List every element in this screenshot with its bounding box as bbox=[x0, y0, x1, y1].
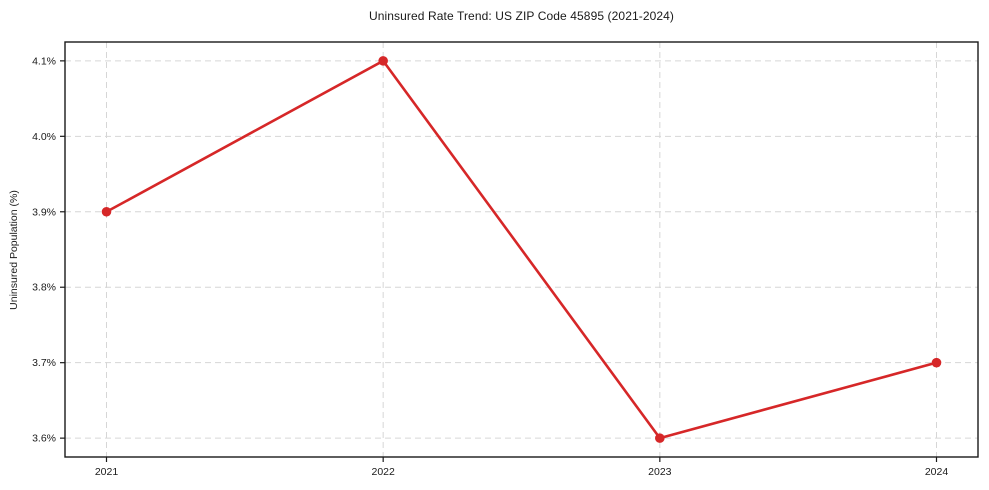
trend-line bbox=[105, 59, 938, 440]
y-axis-label: Uninsured Population (%) bbox=[8, 190, 20, 310]
x-tick-label: 2023 bbox=[648, 466, 672, 478]
data-point bbox=[931, 357, 942, 368]
x-tick-label: 2021 bbox=[95, 466, 119, 478]
y-tick-label: 3.8% bbox=[32, 282, 56, 294]
x-tick-label: 2024 bbox=[925, 466, 949, 478]
y-tick-label: 4.1% bbox=[32, 55, 56, 67]
x-tick-label: 2022 bbox=[371, 466, 395, 478]
data-point bbox=[378, 56, 388, 66]
y-tick-label: 3.6% bbox=[32, 433, 56, 445]
y-tick-label: 4.0% bbox=[32, 131, 56, 143]
chart-title: Uninsured Rate Trend: US ZIP Code 45895 … bbox=[368, 9, 675, 23]
data-point bbox=[101, 206, 112, 217]
data-point bbox=[655, 433, 665, 443]
y-tick-label: 3.7% bbox=[32, 357, 56, 369]
y-tick-label: 3.9% bbox=[32, 206, 56, 218]
plot-border bbox=[64, 41, 979, 458]
